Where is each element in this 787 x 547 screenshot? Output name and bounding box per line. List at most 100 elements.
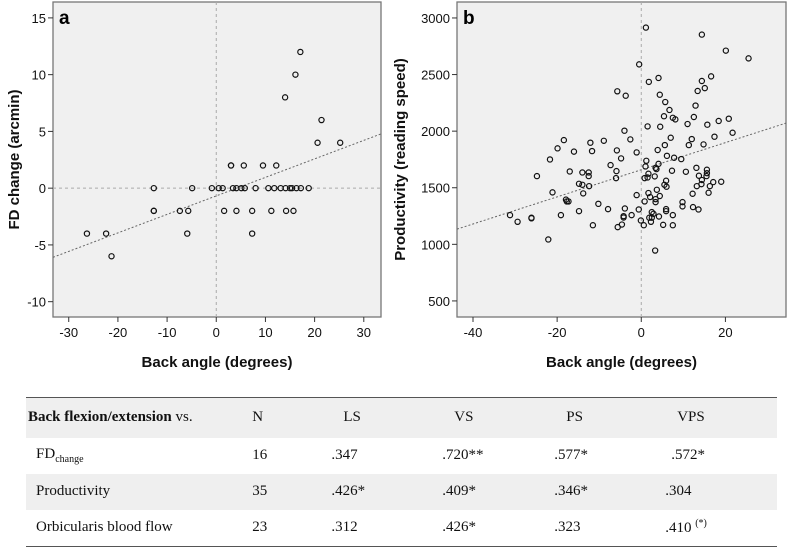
data-point: [595, 200, 602, 208]
data-point: [150, 207, 158, 215]
data-point: [282, 184, 289, 192]
cell-n: 23: [252, 519, 268, 535]
data-point: [707, 73, 715, 80]
data-point: [689, 190, 696, 197]
data-point: [620, 214, 627, 221]
data-point: [290, 207, 297, 215]
data-point: [641, 198, 648, 205]
data-point: [560, 136, 568, 144]
row-label: Productivity: [36, 483, 111, 499]
data-point: [669, 222, 677, 229]
cell-vs: .720**: [442, 447, 484, 463]
data-point: [651, 247, 659, 254]
header-vs: VS: [454, 409, 474, 426]
x-tick-label: -10: [158, 325, 177, 340]
data-point: [617, 155, 625, 162]
cell-ls: .312: [331, 519, 358, 535]
data-point: [662, 98, 669, 106]
y-axis-title: FD change (arcmin): [6, 89, 23, 229]
data-point: [227, 162, 235, 169]
data-point: [585, 169, 592, 176]
data-point: [668, 167, 676, 174]
data-point: [282, 207, 290, 215]
x-tick-label: 0: [638, 325, 645, 340]
data-point: [690, 113, 698, 121]
regression-line: [52, 133, 382, 258]
data-point: [692, 102, 699, 109]
y-tick-label: 1000: [421, 237, 450, 252]
data-point: [549, 189, 556, 196]
data-point: [725, 115, 732, 122]
cell-n: 16: [252, 447, 268, 463]
data-point: [570, 148, 578, 155]
data-point: [672, 116, 679, 123]
data-point: [637, 217, 645, 224]
data-point: [693, 164, 700, 172]
data-point: [667, 134, 674, 141]
data-point: [288, 184, 296, 192]
row-label-subscript: change: [55, 454, 84, 465]
data-point: [643, 157, 650, 165]
data-point: [698, 176, 706, 184]
data-point: [722, 47, 730, 54]
plot-area: [456, 1, 787, 318]
y-tick-label: 500: [428, 294, 450, 309]
data-point: [642, 24, 650, 31]
regression-line: [456, 122, 787, 230]
data-point: [663, 183, 670, 190]
data-point: [645, 78, 653, 86]
data-point: [700, 141, 707, 148]
data-point: [259, 162, 267, 169]
header-label: Back flexion/extension vs.: [26, 398, 252, 438]
cell-ps: .346*: [554, 483, 589, 499]
data-point: [679, 198, 686, 206]
data-point: [600, 137, 608, 144]
row-label-text: FD: [36, 446, 56, 462]
header-n: N: [252, 409, 264, 426]
data-point: [640, 222, 647, 229]
data-point: [554, 145, 561, 152]
header-label-rest: vs.: [171, 409, 193, 426]
data-point: [706, 182, 714, 190]
data-point: [652, 198, 659, 206]
scatter-plots: -30 -20 -10 0 10 20 30 15 10 5 0 -5 -10 Back angle (d…: [6, 1, 787, 371]
data-point: [698, 31, 706, 38]
data-point: [657, 123, 664, 130]
data-point: [655, 74, 662, 82]
data-point: [662, 177, 670, 184]
data-point: [336, 139, 344, 146]
x-tick-label: -20: [548, 325, 567, 340]
data-point: [669, 211, 677, 219]
data-point: [587, 139, 594, 146]
data-point: [622, 92, 629, 99]
plot-area: [52, 1, 382, 318]
data-point: [641, 174, 648, 182]
data-point: [682, 168, 690, 175]
data-point: [219, 184, 226, 192]
data-point: [240, 162, 248, 169]
data-point: [729, 129, 736, 136]
data-point: [698, 77, 706, 85]
data-point: [579, 181, 586, 188]
data-point: [238, 184, 245, 192]
data-point: [704, 121, 711, 128]
x-tick-label: 10: [258, 325, 272, 340]
y-tick-label: 2000: [421, 124, 450, 139]
data-point: [575, 207, 583, 215]
cell-vs: .409*: [442, 483, 477, 499]
data-point: [580, 190, 587, 197]
cell-ls: .426*: [331, 483, 366, 499]
data-point: [645, 170, 652, 177]
data-point: [662, 207, 670, 215]
data-point: [745, 55, 752, 62]
x-tick-label: 30: [357, 325, 371, 340]
data-point: [268, 207, 275, 215]
data-point: [656, 192, 663, 200]
data-point: [659, 221, 667, 229]
data-point: [656, 91, 663, 98]
y-tick-label: 1500: [421, 181, 450, 196]
cell-ps: .323: [554, 519, 581, 535]
data-point: [208, 184, 216, 192]
x-tick-label: -40: [464, 325, 483, 340]
data-point: [662, 205, 670, 213]
